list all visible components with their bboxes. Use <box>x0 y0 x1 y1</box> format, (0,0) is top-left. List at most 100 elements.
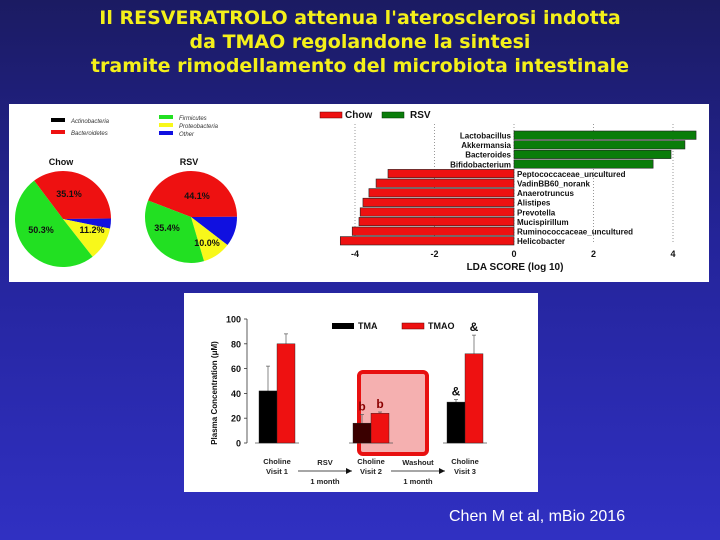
lda-bar-vadinbb60_norank <box>375 178 515 188</box>
legend-swatch-rsv <box>381 111 405 119</box>
pie-slice-bacteroidetes <box>34 171 111 219</box>
category-label: Choline <box>357 457 385 466</box>
lda-bar-ruminococcaceae_uncultured <box>351 226 515 236</box>
pie-chart-chow: Chow 35.1% 50.3% 11.2% <box>15 157 111 267</box>
title-line-2: da TMAO regolandone la sintesi <box>189 31 531 53</box>
pie-value-label: 11.2% <box>79 225 104 235</box>
lda-label: Helicobacter <box>517 237 565 246</box>
lda-bar-mucispirillum <box>358 217 515 227</box>
y-tick-label: 20 <box>231 414 241 424</box>
title-line-1: Il RESVERATROLO attenua l'aterosclerosi … <box>99 7 621 29</box>
lda-score-chart: Chow RSV -4 -2 0 2 4 LactobacillusAkkermansiaBa… <box>319 110 697 273</box>
pie-value-label: 35.1% <box>56 189 82 199</box>
legend-label-other: Other <box>179 132 195 138</box>
transition-duration: 1 month <box>403 477 433 486</box>
pie-slice-other <box>191 216 238 246</box>
legend-swatch-chow <box>319 111 343 119</box>
lda-bar-anaerotruncus <box>368 188 515 198</box>
pie-slice-proteobacteria <box>191 217 228 262</box>
y-tick-label: 40 <box>231 389 241 399</box>
significance-marker: & <box>470 320 479 334</box>
bar-tmao-visit-3 <box>464 353 484 444</box>
pie-value-label: 44.1% <box>184 191 210 201</box>
bar-tmao-visit-2 <box>370 413 390 444</box>
lda-bar-lactobacillus <box>513 130 697 140</box>
lda-bar-prevotella <box>359 207 515 217</box>
microbiota-charts: Actinobacteria Bacteroidetes Firmicutes Pro… <box>15 110 697 273</box>
legend-swatch-tma <box>332 323 354 329</box>
y-axis-title: Plasma Concentration (μM) <box>210 341 219 445</box>
legend-swatch-actinobacteria <box>51 118 65 122</box>
citation: Chen M et al, mBio 2016 <box>449 508 626 525</box>
x-tick-label: 4 <box>670 249 675 259</box>
pie-value-label: 10.0% <box>194 238 220 248</box>
lda-bar-helicobacter <box>339 236 515 246</box>
bar-tma-visit-3 <box>446 401 466 444</box>
pie-value-label: 35.4% <box>154 223 180 233</box>
plasma-concentration-chart: 0 20 40 60 80 100 Plasma Concentration (μM) TMA… <box>210 315 487 486</box>
legend-label-tma: TMA <box>358 321 378 331</box>
significance-marker: b <box>376 397 383 411</box>
legend-label-firmicutes: Firmicutes <box>179 116 207 122</box>
y-tick-label: 80 <box>231 339 241 349</box>
pie-legend: Actinobacteria Bacteroidetes Firmicutes Pro… <box>51 115 219 138</box>
bar-tma-visit-1 <box>258 390 278 444</box>
pie-value-label: 50.3% <box>28 225 54 235</box>
lda-bar-bacteroides <box>513 149 672 159</box>
lda-bar-alistipes <box>362 197 515 207</box>
legend-label-chow: Chow <box>345 110 372 121</box>
legend-label-tmao: TMAO <box>428 321 455 331</box>
transition-duration: 1 month <box>310 477 340 486</box>
legend-swatch-bacteroidetes <box>51 130 65 134</box>
lda-label: VadinBB60_norank <box>517 180 590 189</box>
transition-label: Washout <box>402 458 434 467</box>
bar-tma-visit-2 <box>352 422 372 444</box>
bar-tmao-visit-1 <box>276 343 296 444</box>
arrow-head-icon <box>346 468 352 474</box>
x-axis-title: LDA SCORE (log 10) <box>467 262 564 273</box>
category-label: Visit 2 <box>360 467 382 476</box>
legend-label-proteobacteria: Proteobacteria <box>179 124 219 130</box>
lda-label: Akkermansia <box>461 141 511 150</box>
pie-chart-rsv: RSV 44.1% 35.4% 10.0% <box>145 157 238 263</box>
legend-label-bacteroidetes: Bacteroidetes <box>71 131 108 137</box>
lda-label: Mucispirillum <box>517 218 569 227</box>
plasma-concentration-panel: 0 20 40 60 80 100 Plasma Concentration (μM) TMA… <box>184 293 538 492</box>
x-tick-label: 2 <box>591 249 596 259</box>
lda-bar-peptococcaceae_uncultured <box>387 169 515 179</box>
pie-slice-proteobacteria <box>63 219 111 257</box>
category-label: Choline <box>451 457 479 466</box>
microbiota-figure-panel: Actinobacteria Bacteroidetes Firmicutes Pro… <box>9 104 709 282</box>
legend-swatch-tmao <box>401 322 425 330</box>
legend-swatch-proteobacteria <box>159 123 173 127</box>
y-tick-label: 0 <box>236 439 241 449</box>
transition-label: RSV <box>317 458 332 467</box>
lda-bar-akkermansia <box>513 140 686 150</box>
pie-slice-bacteroidetes <box>148 170 237 217</box>
category-label: Choline <box>263 457 291 466</box>
lda-label: Bifidobacterium <box>450 160 511 169</box>
legend-label-rsv: RSV <box>410 110 431 121</box>
lda-label: Lactobacillus <box>460 132 512 141</box>
x-tick-label: 0 <box>511 249 516 259</box>
arrow-head-icon <box>439 468 445 474</box>
y-tick-label: 100 <box>226 315 241 325</box>
category-label: Visit 1 <box>266 467 288 476</box>
pie-slice-firmicutes <box>15 180 93 267</box>
category-label: Visit 3 <box>454 467 476 476</box>
significance-marker: b <box>358 399 365 413</box>
pie-title: RSV <box>180 157 199 167</box>
pie-title: Chow <box>49 157 74 167</box>
legend-swatch-firmicutes <box>159 115 173 119</box>
pie-slice-other <box>63 218 111 229</box>
legend-label-actinobacteria: Actinobacteria <box>70 119 110 125</box>
lda-bar-bifidobacterium <box>513 159 654 169</box>
y-tick-label: 60 <box>231 364 241 374</box>
significance-marker: & <box>452 385 461 399</box>
lda-label: Peptococcaceae_uncultured <box>517 170 626 179</box>
lda-label: Anaerotruncus <box>517 189 574 198</box>
title-line-3: tramite rimodellamento del microbiota in… <box>90 55 630 77</box>
lda-label: Alistipes <box>517 199 551 208</box>
lda-label: Prevotella <box>517 208 556 217</box>
pie-slice-firmicutes <box>145 200 205 263</box>
